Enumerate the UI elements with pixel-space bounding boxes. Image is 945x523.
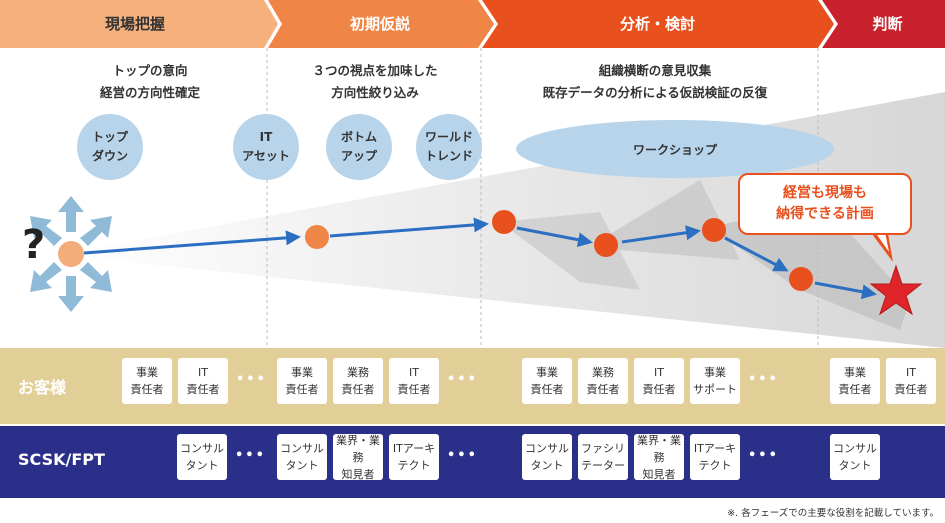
- burst-arrows-icon: [30, 196, 112, 312]
- circle-it-asset: IT アセット: [233, 114, 299, 180]
- goal-star-icon: [869, 264, 923, 316]
- description-genba-line-1: トップの意向: [112, 63, 188, 78]
- customer-role-card: IT 責任者: [389, 358, 439, 404]
- description-bunseki-line-1: 組織横断の意見収集: [598, 63, 712, 78]
- scsk-role-card: コンサル タント: [830, 434, 880, 480]
- customer-role-card: IT 責任者: [886, 358, 936, 404]
- scsk-role-card: コンサル タント: [177, 434, 227, 480]
- phase-label-genba: 現場把握: [104, 15, 165, 33]
- circle-world-trend: ワールド トレンド: [416, 114, 482, 180]
- customer-ellipsis: •••: [748, 372, 779, 387]
- node-analysis-1: [492, 210, 516, 234]
- scsk-role-card: 業界・業務 知見者: [333, 434, 383, 481]
- phase-chevron-shoki: [268, 0, 494, 48]
- scsk-role-card: コンサル タント: [522, 434, 572, 480]
- phase-chevron-genba: [0, 0, 278, 48]
- node-analysis-3: [702, 218, 726, 242]
- customer-role-card: 事業 責任者: [522, 358, 572, 404]
- scsk-role-card: コンサル タント: [277, 434, 327, 480]
- description-shoki-line-2: 方向性絞り込み: [331, 85, 419, 100]
- scsk-band-label: SCSK/FPT: [18, 450, 105, 469]
- phase-label-handan: 判断: [872, 15, 903, 33]
- customer-role-card: 事業 責任者: [277, 358, 327, 404]
- description-bunseki: 組織横断の意見収集 既存データの分析による仮説検証の反復: [500, 60, 810, 104]
- scsk-role-card: ITアーキ テクト: [690, 434, 740, 480]
- customer-ellipsis: •••: [447, 372, 478, 387]
- customer-role-card: 事業 責任者: [830, 358, 880, 404]
- node-initial: [305, 225, 329, 249]
- node-start: [58, 241, 84, 267]
- callout-pointer-inner: [875, 232, 889, 252]
- customer-role-card: 事業 責任者: [122, 358, 172, 404]
- scsk-role-card: ITアーキ テクト: [389, 434, 439, 480]
- circle-top-down: トップ ダウン: [77, 114, 143, 180]
- scsk-ellipsis: •••: [235, 448, 266, 463]
- progress-path: [83, 217, 877, 300]
- scsk-ellipsis: •••: [748, 448, 779, 463]
- customer-role-card: 業務 責任者: [333, 358, 383, 404]
- circle-bottom-up: ボトム アップ: [326, 114, 392, 180]
- customer-ellipsis: •••: [236, 372, 267, 387]
- node-analysis-2: [594, 233, 618, 257]
- customer-band-label: お客様: [18, 378, 67, 397]
- customer-role-card: IT 責任者: [178, 358, 228, 404]
- scsk-role-card: 業界・業務 知見者: [634, 434, 684, 481]
- customer-role-card: 業務 責任者: [578, 358, 628, 404]
- footnote: ※. 各フェーズでの主要な役割を記載しています。: [727, 508, 939, 519]
- phase-chevron-handan: [822, 0, 945, 48]
- description-bunseki-line-2: 既存データの分析による仮説検証の反復: [542, 85, 768, 100]
- ellipse-workshop: ワークショップ: [516, 120, 834, 178]
- customer-role-card: IT 責任者: [634, 358, 684, 404]
- description-genba: トップの意向 経営の方向性確定: [40, 60, 260, 104]
- scsk-ellipsis: •••: [447, 448, 478, 463]
- phase-label-shoki: 初期仮説: [349, 15, 410, 33]
- scsk-role-card: ファシリ テーター: [578, 434, 628, 480]
- scsk-band: SCSK/FPT: [0, 426, 945, 498]
- phase-label-bunseki: 分析・検討: [619, 15, 695, 33]
- question-mark: ?: [22, 222, 46, 268]
- callout-pointer: [872, 234, 893, 262]
- goal-callout: 経営も現場も 納得できる計画: [738, 173, 912, 235]
- description-genba-line-2: 経営の方向性確定: [99, 85, 200, 100]
- description-shoki: ３つの視点を加味した 方向性絞り込み: [265, 60, 485, 104]
- phase-chevron-bunseki: [482, 0, 834, 48]
- description-shoki-line-1: ３つの視点を加味した: [312, 63, 438, 78]
- node-analysis-4: [789, 267, 813, 291]
- customer-role-card: 事業 サポート: [690, 358, 740, 404]
